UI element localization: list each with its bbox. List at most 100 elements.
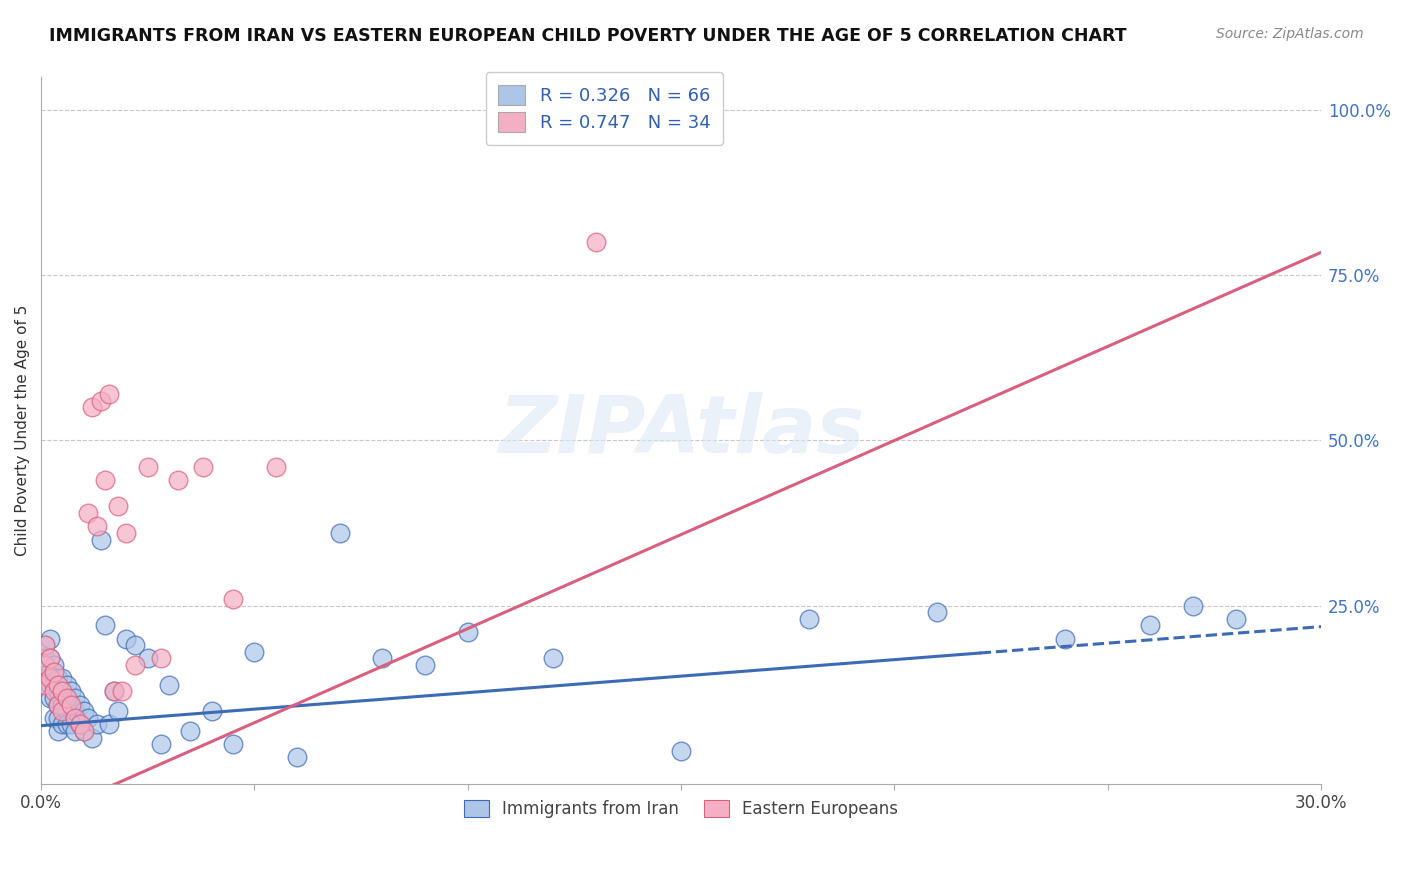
Point xyxy=(94,473,117,487)
Point xyxy=(38,671,60,685)
Point xyxy=(34,638,56,652)
Point xyxy=(86,519,108,533)
Point xyxy=(73,723,96,738)
Point xyxy=(136,651,159,665)
Point xyxy=(179,723,201,738)
Point xyxy=(65,704,87,718)
Point xyxy=(51,717,73,731)
Point xyxy=(201,704,224,718)
Point xyxy=(166,473,188,487)
Point xyxy=(82,731,104,745)
Point xyxy=(34,678,56,692)
Point xyxy=(55,717,77,731)
Point xyxy=(136,459,159,474)
Point xyxy=(329,525,352,540)
Point xyxy=(457,624,479,639)
Point xyxy=(65,723,87,738)
Point xyxy=(82,401,104,415)
Point xyxy=(413,657,436,672)
Point xyxy=(669,744,692,758)
Point xyxy=(51,684,73,698)
Point xyxy=(103,684,125,698)
Legend: Immigrants from Iran, Eastern Europeans: Immigrants from Iran, Eastern Europeans xyxy=(457,793,905,825)
Y-axis label: Child Poverty Under the Age of 5: Child Poverty Under the Age of 5 xyxy=(15,305,30,557)
Point xyxy=(222,737,245,751)
Point xyxy=(59,717,82,731)
Point xyxy=(42,671,65,685)
Point xyxy=(38,651,60,665)
Point xyxy=(51,684,73,698)
Point xyxy=(34,657,56,672)
Point xyxy=(124,638,146,652)
Point xyxy=(90,533,112,547)
Point xyxy=(46,678,69,692)
Point xyxy=(98,717,121,731)
Point xyxy=(38,632,60,646)
Point xyxy=(42,711,65,725)
Point xyxy=(42,657,65,672)
Point xyxy=(1054,632,1077,646)
Point xyxy=(42,684,65,698)
Point xyxy=(42,678,65,692)
Point xyxy=(55,678,77,692)
Point xyxy=(115,525,138,540)
Point xyxy=(285,750,308,764)
Point xyxy=(46,671,69,685)
Text: ZIPAtlas: ZIPAtlas xyxy=(498,392,865,469)
Point xyxy=(1225,612,1247,626)
Point xyxy=(65,690,87,705)
Point xyxy=(107,500,129,514)
Point xyxy=(59,684,82,698)
Point xyxy=(51,704,73,718)
Text: Source: ZipAtlas.com: Source: ZipAtlas.com xyxy=(1216,27,1364,41)
Point xyxy=(1139,618,1161,632)
Point xyxy=(46,698,69,712)
Text: IMMIGRANTS FROM IRAN VS EASTERN EUROPEAN CHILD POVERTY UNDER THE AGE OF 5 CORREL: IMMIGRANTS FROM IRAN VS EASTERN EUROPEAN… xyxy=(49,27,1126,45)
Point xyxy=(34,638,56,652)
Point xyxy=(55,690,77,705)
Point xyxy=(541,651,564,665)
Point xyxy=(42,690,65,705)
Point xyxy=(34,651,56,665)
Point xyxy=(222,591,245,606)
Point xyxy=(46,698,69,712)
Point xyxy=(77,711,100,725)
Point xyxy=(38,678,60,692)
Point xyxy=(69,717,91,731)
Point xyxy=(51,698,73,712)
Point xyxy=(73,704,96,718)
Point xyxy=(46,684,69,698)
Point xyxy=(1182,599,1205,613)
Point xyxy=(149,737,172,751)
Point xyxy=(264,459,287,474)
Point xyxy=(124,657,146,672)
Point xyxy=(38,690,60,705)
Point xyxy=(111,684,134,698)
Point xyxy=(55,690,77,705)
Point xyxy=(51,671,73,685)
Point xyxy=(149,651,172,665)
Point xyxy=(34,671,56,685)
Point xyxy=(38,651,60,665)
Point xyxy=(797,612,820,626)
Point xyxy=(73,723,96,738)
Point xyxy=(59,698,82,712)
Point xyxy=(77,506,100,520)
Point xyxy=(157,678,180,692)
Point xyxy=(925,605,948,619)
Point xyxy=(94,618,117,632)
Point xyxy=(371,651,394,665)
Point xyxy=(115,632,138,646)
Point xyxy=(42,665,65,679)
Point xyxy=(69,717,91,731)
Point xyxy=(585,235,607,250)
Point xyxy=(86,717,108,731)
Point xyxy=(46,723,69,738)
Point xyxy=(193,459,215,474)
Point xyxy=(107,704,129,718)
Point xyxy=(98,387,121,401)
Point xyxy=(103,684,125,698)
Point xyxy=(46,711,69,725)
Point xyxy=(59,698,82,712)
Point xyxy=(69,698,91,712)
